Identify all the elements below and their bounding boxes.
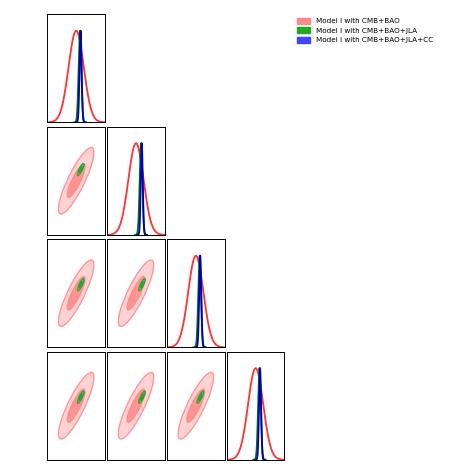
Ellipse shape	[80, 281, 82, 286]
Ellipse shape	[178, 373, 213, 439]
Ellipse shape	[127, 277, 145, 310]
Ellipse shape	[79, 167, 82, 173]
Ellipse shape	[58, 147, 94, 214]
Ellipse shape	[67, 277, 85, 310]
Ellipse shape	[80, 166, 82, 170]
Ellipse shape	[67, 389, 85, 422]
Ellipse shape	[140, 279, 145, 288]
Ellipse shape	[139, 391, 145, 403]
Ellipse shape	[127, 389, 145, 422]
Ellipse shape	[142, 394, 144, 398]
Ellipse shape	[139, 279, 145, 291]
Ellipse shape	[79, 164, 84, 173]
Ellipse shape	[140, 394, 144, 400]
Ellipse shape	[79, 394, 82, 400]
Ellipse shape	[77, 164, 84, 175]
Ellipse shape	[200, 394, 202, 398]
Ellipse shape	[140, 392, 145, 401]
Ellipse shape	[199, 394, 202, 400]
Ellipse shape	[80, 394, 82, 398]
Ellipse shape	[58, 260, 94, 327]
Ellipse shape	[79, 282, 82, 288]
Ellipse shape	[197, 391, 203, 403]
Ellipse shape	[77, 391, 84, 403]
Ellipse shape	[187, 389, 205, 422]
Ellipse shape	[140, 282, 144, 288]
Ellipse shape	[118, 260, 154, 327]
Ellipse shape	[67, 164, 85, 197]
Ellipse shape	[118, 373, 154, 439]
Ellipse shape	[79, 279, 84, 288]
Ellipse shape	[77, 279, 84, 291]
Ellipse shape	[199, 392, 203, 401]
Legend: Model I with CMB+BAO, Model I with CMB+BAO+JLA, Model I with CMB+BAO+JLA+CC: Model I with CMB+BAO, Model I with CMB+B…	[298, 18, 434, 43]
Ellipse shape	[58, 373, 94, 439]
Ellipse shape	[142, 281, 144, 286]
Ellipse shape	[79, 392, 84, 401]
